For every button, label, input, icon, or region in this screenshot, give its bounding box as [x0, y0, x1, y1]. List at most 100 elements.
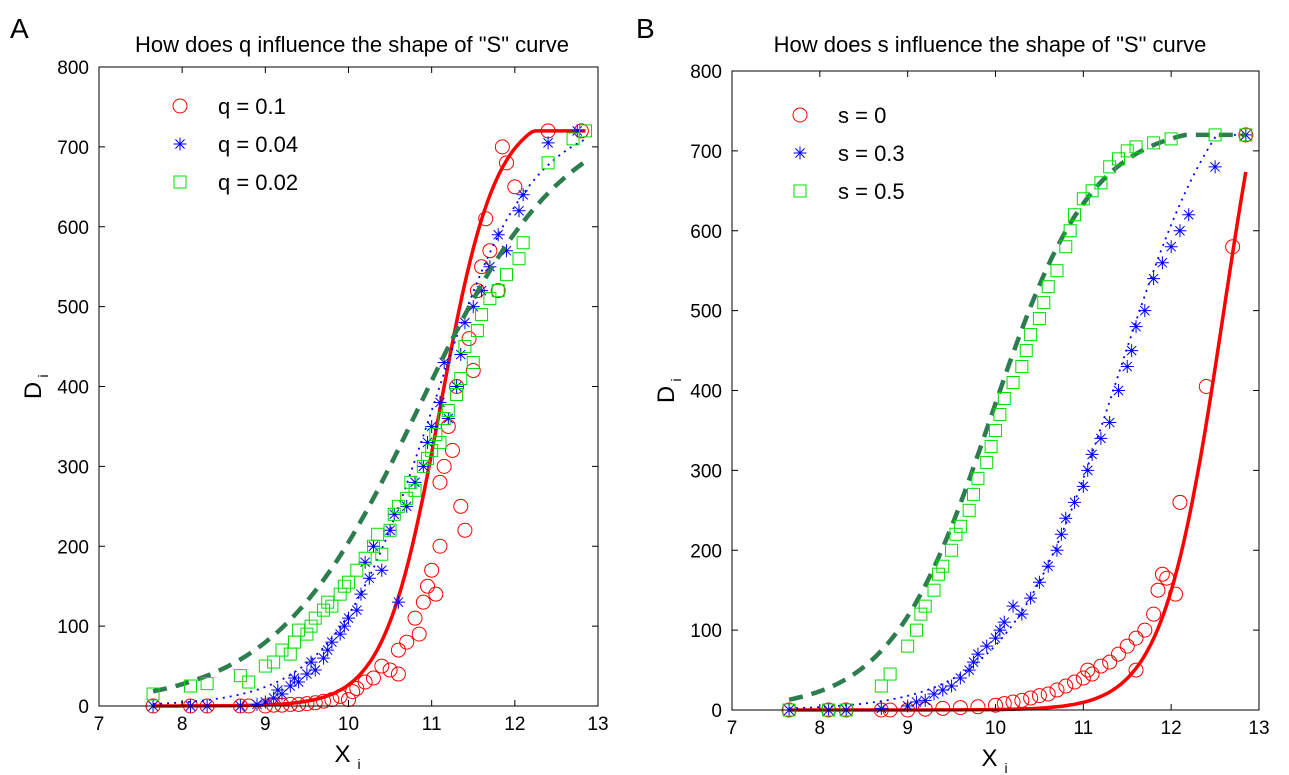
y-tick-label: 700 [690, 142, 722, 163]
data-point [307, 695, 323, 711]
data-point [936, 683, 950, 697]
data-point [317, 603, 331, 617]
data-point [275, 643, 289, 657]
data-point [382, 662, 398, 678]
data-point [421, 451, 435, 465]
x-tick-label: 11 [1073, 718, 1093, 739]
data-point [325, 599, 339, 613]
legend-marker [173, 175, 187, 189]
data-point [1019, 344, 1033, 358]
data-point [1146, 606, 1162, 622]
data-point [432, 538, 448, 554]
data-point [337, 579, 351, 593]
y-axis-label: D [20, 382, 47, 399]
y-tick-label: 300 [690, 461, 722, 482]
data-point [1164, 240, 1178, 254]
data-point [1076, 479, 1090, 493]
data-point [1129, 320, 1143, 334]
data-point [1110, 646, 1126, 662]
data-point [935, 700, 951, 716]
y-axis-label-group: Di [653, 378, 684, 403]
data-point [258, 659, 272, 673]
legend-label: q = 0.1 [218, 94, 286, 119]
data-point [993, 623, 1007, 637]
data-point [444, 442, 460, 458]
data-point [475, 284, 489, 298]
data-point [541, 156, 555, 170]
data-point [1150, 582, 1166, 598]
data-point [478, 211, 494, 227]
data-point [449, 379, 465, 394]
data-point [1128, 630, 1144, 646]
data-point [1147, 136, 1161, 150]
data-point [357, 674, 373, 690]
data-point [927, 583, 941, 597]
data-point [1137, 622, 1153, 638]
data-point [450, 380, 464, 393]
data-point [1111, 384, 1125, 397]
data-point [341, 692, 356, 708]
data-point [1168, 586, 1184, 602]
data-point [1032, 575, 1046, 589]
y-axis-label-subscript: i [668, 378, 684, 381]
data-point [1049, 682, 1065, 698]
data-point [146, 687, 160, 701]
data-point [1198, 379, 1214, 395]
data-point [989, 423, 1002, 437]
data-point [1081, 463, 1095, 477]
data-point [516, 236, 530, 250]
data-point [450, 387, 464, 401]
data-point [325, 635, 339, 649]
data-point [507, 179, 523, 195]
y-axis-label-subscript: i [35, 374, 51, 377]
data-point [918, 693, 932, 707]
data-point [383, 523, 397, 537]
data-point [475, 308, 489, 322]
data-point [287, 635, 301, 649]
data-point [1006, 599, 1020, 613]
x-axis-label-subscript: i [358, 756, 361, 772]
data-point [1182, 208, 1196, 222]
data-point [1015, 607, 1029, 621]
data-point [494, 139, 510, 155]
data-point [308, 611, 322, 625]
data-point [980, 639, 994, 653]
data-point [1103, 160, 1117, 174]
data-point [491, 228, 505, 242]
data-point [989, 631, 1002, 645]
data-point [952, 700, 968, 716]
y-tick-label: 700 [57, 138, 89, 159]
data-point [570, 124, 584, 138]
data-point [971, 647, 985, 661]
data-point [300, 667, 314, 681]
data-point [1050, 543, 1064, 557]
data-point [1080, 662, 1096, 678]
data-point [404, 475, 418, 489]
data-point [453, 498, 469, 514]
data-point [1037, 296, 1051, 310]
x-axis-label: X [334, 741, 350, 768]
data-point [512, 204, 526, 218]
data-point [317, 651, 331, 665]
data-point [1031, 688, 1047, 704]
data-point [541, 136, 555, 150]
panel-label: A [10, 13, 29, 44]
series-2 [782, 128, 1253, 717]
data-point [971, 471, 985, 485]
data-point [980, 455, 994, 469]
data-point [458, 340, 472, 354]
data-point [333, 627, 347, 641]
data-point [1032, 312, 1046, 326]
data-point [465, 363, 481, 379]
y-axis-label-group: Di [20, 374, 51, 399]
legend-marker [173, 137, 187, 151]
data-point [500, 244, 514, 258]
data-point [371, 527, 385, 541]
data-point [267, 691, 281, 705]
data-point [437, 411, 451, 425]
fit-curve [789, 134, 1246, 710]
legend-marker [172, 98, 188, 114]
data-point [345, 684, 361, 700]
legend-label: q = 0.04 [218, 132, 298, 157]
data-point [375, 563, 389, 577]
